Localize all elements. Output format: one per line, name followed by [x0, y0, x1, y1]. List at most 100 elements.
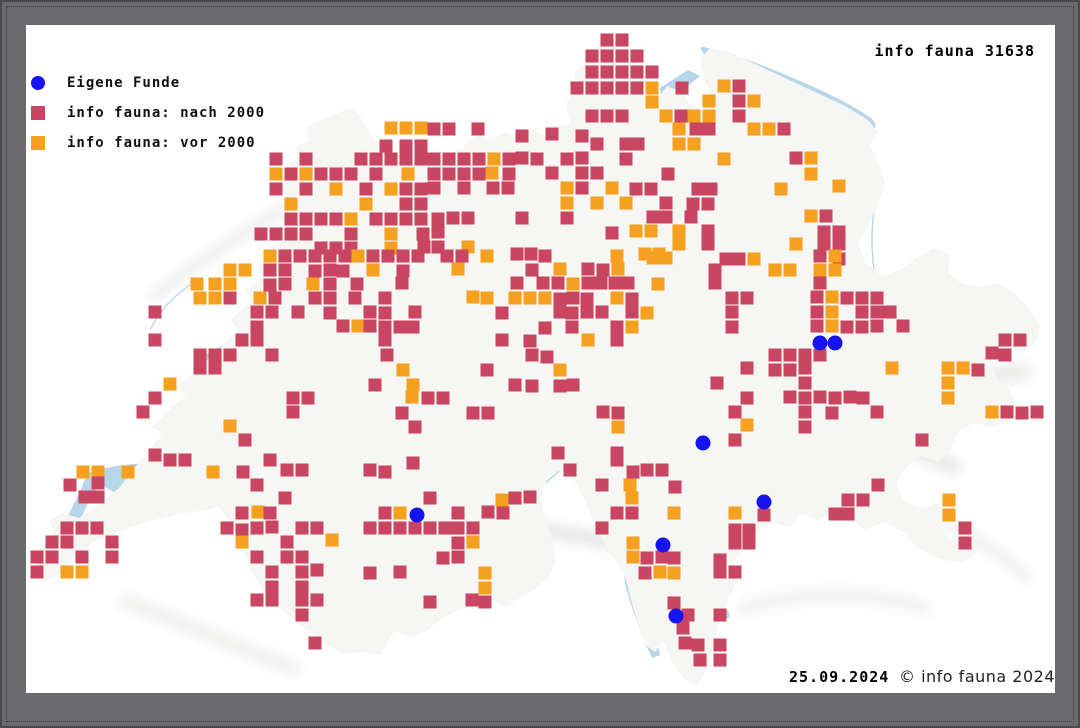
- record-square-after-2000: [704, 182, 718, 196]
- record-square-before-2000: [623, 478, 637, 492]
- record-square-after-2000: [269, 182, 283, 196]
- record-square-after-2000: [565, 320, 579, 334]
- record-square-after-2000: [378, 306, 392, 320]
- record-square-after-2000: [408, 521, 422, 535]
- record-square-after-2000: [725, 291, 739, 305]
- record-square-before-2000: [405, 390, 419, 404]
- record-square-before-2000: [253, 291, 267, 305]
- record-square-after-2000: [301, 391, 315, 405]
- record-square-before-2000: [789, 237, 803, 251]
- record-square-before-2000: [306, 277, 320, 291]
- record-square-after-2000: [416, 227, 430, 241]
- record-square-after-2000: [675, 81, 689, 95]
- record-square-after-2000: [308, 249, 322, 263]
- record-square-after-2000: [368, 378, 382, 392]
- record-square-after-2000: [817, 225, 831, 239]
- record-square-before-2000: [804, 167, 818, 181]
- record-square-before-2000: [91, 465, 105, 479]
- record-square-after-2000: [295, 608, 309, 622]
- record-square-after-2000: [828, 391, 842, 405]
- record-square-after-2000: [442, 152, 456, 166]
- record-square-before-2000: [747, 252, 761, 266]
- record-square-before-2000: [651, 277, 665, 291]
- record-square-after-2000: [250, 320, 264, 334]
- record-square-after-2000: [455, 249, 469, 263]
- record-square-before-2000: [466, 535, 480, 549]
- record-square-before-2000: [885, 361, 899, 375]
- record-square-after-2000: [1015, 406, 1029, 420]
- record-square-after-2000: [378, 506, 392, 520]
- record-square-before-2000: [190, 277, 204, 291]
- record-square-after-2000: [250, 593, 264, 607]
- record-square-after-2000: [600, 49, 614, 63]
- record-square-after-2000: [971, 363, 985, 377]
- record-square-after-2000: [384, 212, 398, 226]
- record-square-after-2000: [708, 276, 722, 290]
- record-square-before-2000: [825, 305, 839, 319]
- record-square-after-2000: [236, 465, 250, 479]
- record-square-after-2000: [553, 292, 567, 306]
- record-square-after-2000: [615, 65, 629, 79]
- legend-item-before-2000: info fauna: vor 2000: [31, 128, 265, 158]
- record-square-after-2000: [515, 211, 529, 225]
- record-square-before-2000: [495, 493, 509, 507]
- record-square-before-2000: [828, 263, 842, 277]
- record-square-after-2000: [742, 523, 756, 537]
- record-square-after-2000: [630, 65, 644, 79]
- record-square-after-2000: [732, 109, 746, 123]
- record-square-before-2000: [652, 247, 666, 261]
- record-square-after-2000: [713, 553, 727, 567]
- record-square-after-2000: [538, 249, 552, 263]
- record-square-before-2000: [359, 197, 373, 211]
- record-square-after-2000: [600, 109, 614, 123]
- record-square-before-2000: [208, 291, 222, 305]
- record-square-after-2000: [645, 65, 659, 79]
- record-square-after-2000: [495, 333, 509, 347]
- record-square-after-2000: [299, 212, 313, 226]
- record-square-after-2000: [278, 263, 292, 277]
- record-square-after-2000: [378, 521, 392, 535]
- record-square-before-2000: [299, 167, 313, 181]
- record-square-after-2000: [640, 551, 654, 565]
- record-square-before-2000: [538, 291, 552, 305]
- record-square-before-2000: [611, 262, 625, 276]
- record-square-after-2000: [427, 152, 441, 166]
- record-square-after-2000: [363, 566, 377, 580]
- record-square-after-2000: [728, 536, 742, 550]
- record-square-after-2000: [600, 81, 614, 95]
- legend-item-own-finds: Eigene Funde: [31, 68, 265, 98]
- record-square-after-2000: [502, 167, 516, 181]
- record-square-before-2000: [625, 491, 639, 505]
- record-square-after-2000: [610, 333, 624, 347]
- record-square-after-2000: [596, 263, 610, 277]
- record-square-after-2000: [732, 252, 746, 266]
- record-square-after-2000: [563, 463, 577, 477]
- record-square-after-2000: [702, 122, 716, 136]
- legend-label-after-2000: info fauna: nach 2000: [67, 105, 266, 121]
- record-square-after-2000: [378, 333, 392, 347]
- record-square-after-2000: [813, 276, 827, 290]
- record-square-after-2000: [496, 506, 510, 520]
- record-square-before-2000: [687, 137, 701, 151]
- record-square-before-2000: [717, 79, 731, 93]
- record-square-after-2000: [295, 550, 309, 564]
- record-square-after-2000: [595, 305, 609, 319]
- record-square-after-2000: [265, 305, 279, 319]
- record-square-after-2000: [440, 249, 454, 263]
- record-square-after-2000: [423, 521, 437, 535]
- record-square-after-2000: [399, 212, 413, 226]
- record-square-after-2000: [314, 212, 328, 226]
- record-square-after-2000: [551, 446, 565, 460]
- record-square-after-2000: [399, 182, 413, 196]
- legend: Eigene Funde info fauna: nach 2000 info …: [31, 68, 265, 158]
- record-square-before-2000: [941, 391, 955, 405]
- record-square-after-2000: [465, 593, 479, 607]
- record-square-after-2000: [336, 319, 350, 333]
- record-square-before-2000: [480, 291, 494, 305]
- record-square-after-2000: [105, 535, 119, 549]
- record-square-after-2000: [220, 521, 234, 535]
- record-square-after-2000: [870, 305, 884, 319]
- record-square-before-2000: [121, 465, 135, 479]
- record-square-after-2000: [725, 320, 739, 334]
- record-square-after-2000: [286, 405, 300, 419]
